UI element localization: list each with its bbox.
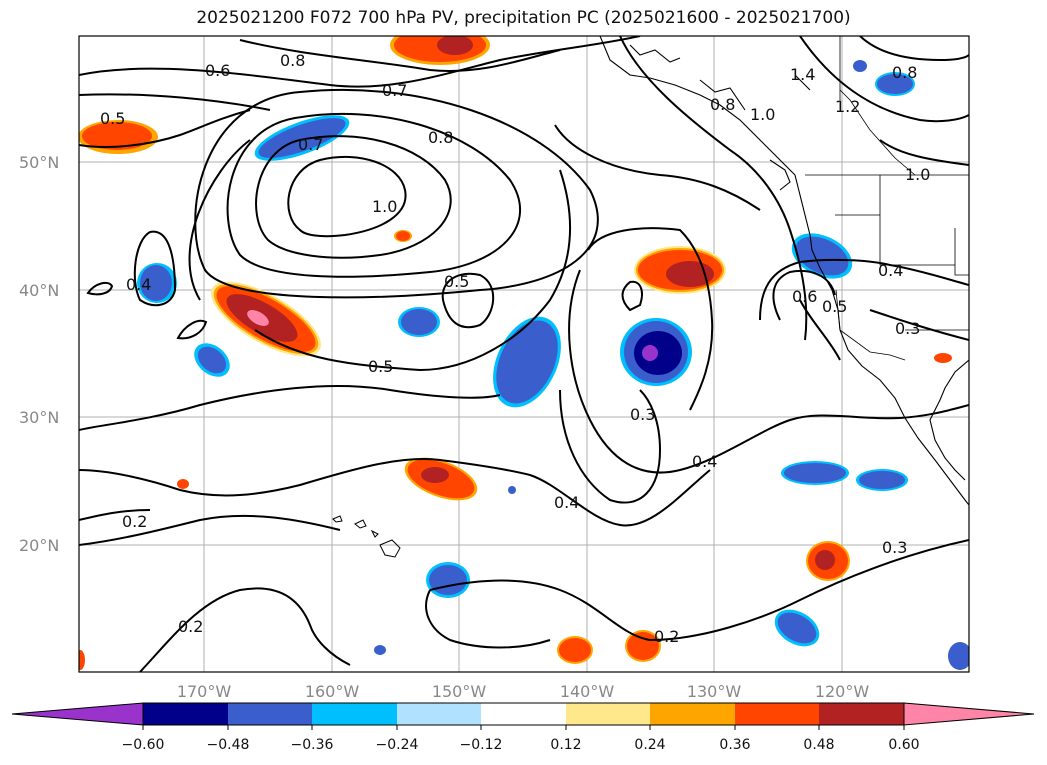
colorbar-tick-label: −0.48: [207, 737, 250, 753]
contour-label: 0.3: [882, 538, 907, 557]
contour-label: 0.6: [205, 61, 230, 80]
precip-blob-positive: [177, 479, 189, 489]
precip-blob-negative: [774, 609, 820, 647]
colorbar-segment: [312, 703, 397, 725]
lat-label-30n: 30°N: [19, 408, 59, 427]
contour-label: 0.5: [368, 357, 393, 376]
contour-labels: 0.6 0.8 0.7 0.5 0.7 0.8 1.0 0.4 0.5 0.5 …: [100, 51, 930, 646]
colorbar-segment: [566, 703, 650, 725]
colorbar-tick-label: 0.36: [719, 737, 750, 753]
contour-label: 0.4: [692, 452, 717, 471]
contour-label: 0.4: [878, 261, 903, 280]
precip-blob-positive: [557, 636, 593, 664]
lat-label-20n: 20°N: [19, 536, 59, 555]
precip-blob-negative: [620, 318, 692, 386]
contour-label: 1.0: [905, 165, 930, 184]
contour-label: 0.2: [654, 627, 679, 646]
precip-blob-positive: [79, 353, 952, 670]
pv-contours: [79, 36, 969, 672]
lat-label-50n: 50°N: [19, 153, 59, 172]
contour-label: 0.7: [382, 81, 407, 100]
colorbar-tick-label: −0.36: [291, 737, 334, 753]
lon-label-160w: 160°W: [305, 682, 360, 701]
colorbar-tick-label: 0.24: [634, 737, 665, 753]
contour-label: 1.0: [750, 105, 775, 124]
political-borders: [805, 36, 969, 361]
plot-frame: [78, 35, 970, 673]
colorbar-segment: [397, 703, 481, 725]
colorbar-tick-label: −0.12: [460, 737, 503, 753]
contour-label: 0.6: [792, 287, 817, 306]
latitude-labels: 50°N 40°N 30°N 20°N: [19, 153, 59, 555]
precip-blob-negative: [254, 115, 350, 161]
contour-label: 0.3: [895, 319, 920, 338]
precip-blobs: [79, 36, 969, 670]
lon-label-140w: 140°W: [560, 682, 615, 701]
precip-blob-negative: [137, 263, 177, 303]
precip-blob-positive: [806, 541, 850, 581]
hawaii-islands: [332, 515, 401, 558]
contour-label: 0.2: [122, 512, 147, 531]
contour-label: 0.7: [298, 135, 323, 154]
precip-blob-negative: [791, 233, 853, 279]
precip-blob-positive: [634, 246, 726, 294]
precip-blob-positive: [394, 230, 412, 242]
colorbar-tick-label: −0.60: [122, 737, 165, 753]
precip-blob-negative: [194, 343, 230, 377]
lon-label-120w: 120°W: [815, 682, 870, 701]
contour-label: 0.5: [444, 272, 469, 291]
longitude-labels: 170°W 160°W 150°W 140°W 130°W 120°W: [177, 682, 870, 701]
contour-label: 0.5: [822, 297, 847, 316]
contour-label: 0.3: [630, 405, 655, 424]
contour-label: 0.8: [710, 95, 735, 114]
precip-blob-negative: [374, 486, 516, 655]
contour-label: 0.4: [554, 493, 579, 512]
colorbar-segment: [735, 703, 819, 725]
lat-label-40n: 40°N: [19, 281, 59, 300]
coastline: [599, 36, 969, 506]
precip-blob-negative: [853, 60, 915, 96]
lon-label-150w: 150°W: [432, 682, 487, 701]
precip-blob-negative: [426, 562, 470, 598]
colorbar-segment: [819, 703, 904, 725]
colorbar: −0.60 −0.48 −0.36 −0.24 −0.12 0.12 0.24 …: [11, 702, 1035, 753]
precip-blob-negative: [398, 307, 440, 337]
colorbar-max-extend: [903, 702, 1035, 726]
lon-label-130w: 130°W: [687, 682, 742, 701]
precip-blob-negative: [781, 461, 849, 485]
contour-label: 0.4: [126, 275, 151, 294]
contour-label: 0.8: [428, 128, 453, 147]
colorbar-tick-label: 0.12: [550, 737, 581, 753]
contour-label: 0.2: [178, 617, 203, 636]
precip-blob-negative: [856, 469, 908, 491]
colorbar-tick-label: 0.60: [888, 737, 919, 753]
precip-blob-positive: [404, 457, 478, 501]
contour-label: 0.8: [280, 51, 305, 70]
lon-label-170w: 170°W: [177, 682, 232, 701]
colorbar-tick-label: −0.24: [376, 737, 419, 753]
colorbar-segment: [143, 703, 228, 725]
colorbar-segment: [650, 703, 735, 725]
colorbar-min-extend: [11, 702, 144, 726]
precip-blob-positive: [210, 281, 322, 357]
precip-blob-negative: [948, 642, 969, 670]
contour-label: 1.4: [790, 65, 815, 84]
colorbar-tick-label: 0.48: [803, 737, 834, 753]
contour-label: 0.5: [100, 109, 125, 128]
colorbar-segment: [228, 703, 312, 725]
contour-label: 0.8: [892, 63, 917, 82]
contour-label: 1.0: [372, 197, 397, 216]
map-title: 2025021200 F072 700 hPa PV, precipitatio…: [196, 8, 851, 28]
colorbar-segment: [481, 703, 566, 725]
contour-label: 1.2: [835, 97, 860, 116]
precip-blob-positive: [390, 36, 490, 65]
